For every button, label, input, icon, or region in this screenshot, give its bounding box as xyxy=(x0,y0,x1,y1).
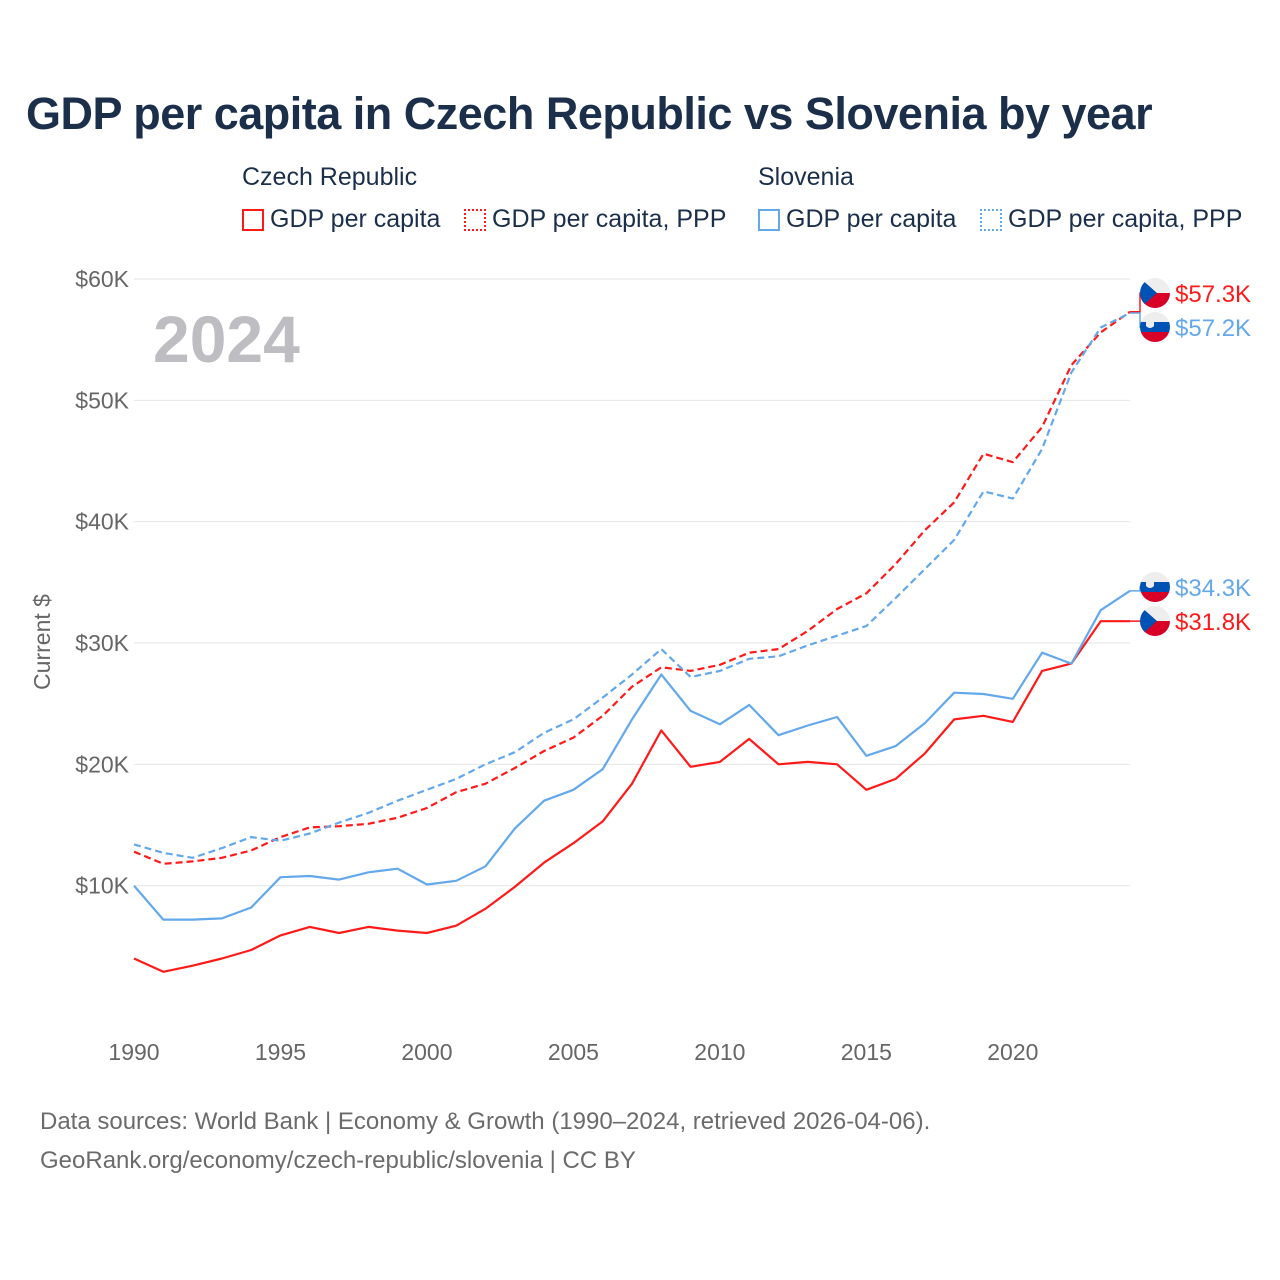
legend-label: GDP per capita xyxy=(786,205,957,233)
chart-title: GDP per capita in Czech Republic vs Slov… xyxy=(26,88,1153,139)
end-value-label: $34.3K xyxy=(1175,575,1251,602)
x-tick-label: 2015 xyxy=(841,1039,892,1065)
flag-white xyxy=(1140,572,1170,582)
x-tick-label: 2000 xyxy=(401,1039,452,1065)
end-value-label: $31.8K xyxy=(1175,609,1251,636)
legend-group-slovenia: Slovenia xyxy=(758,163,854,191)
legend-label: GDP per capita, PPP xyxy=(1008,205,1243,233)
year-label: 2024 xyxy=(153,302,300,376)
y-tick-label: $40K xyxy=(75,509,129,535)
legend-swatch-icon xyxy=(242,208,264,231)
x-tick-label: 2005 xyxy=(548,1039,599,1065)
flag-red xyxy=(1140,332,1170,342)
flag-blue xyxy=(1140,582,1170,592)
x-tick-label: 2010 xyxy=(694,1039,745,1065)
y-tick-label: $30K xyxy=(75,630,129,656)
y-tick-label: $10K xyxy=(75,873,129,899)
flag-white xyxy=(1140,312,1170,322)
flag xyxy=(1140,606,1170,636)
series-line xyxy=(133,310,1131,865)
legend-swatch-icon xyxy=(758,208,780,231)
flag-shield xyxy=(1146,580,1154,588)
flag-shield xyxy=(1146,320,1154,328)
x-tick-label: 1990 xyxy=(108,1039,159,1065)
x-tick-label: 1995 xyxy=(255,1039,306,1065)
legend-label: GDP per capita, PPP xyxy=(492,205,727,233)
legend-item-slovenia-gdp[interactable]: GDP per capita xyxy=(758,205,956,234)
flag xyxy=(1140,572,1170,602)
flag-red xyxy=(1140,592,1170,602)
legend-swatch-icon xyxy=(980,208,1002,231)
y-axis-label: Current $ xyxy=(29,594,55,690)
legend-item-czech-gdp[interactable]: GDP per capita xyxy=(242,205,440,234)
flag-blue xyxy=(1140,278,1157,308)
y-tick-label: $50K xyxy=(75,387,129,413)
series-line xyxy=(133,620,1130,973)
flag-blue xyxy=(1140,322,1170,332)
y-tick-label: $20K xyxy=(75,751,129,777)
slovenia-flag-icon xyxy=(1140,572,1170,602)
legend-label: GDP per capita xyxy=(270,205,441,233)
czech-flag-icon xyxy=(1140,606,1170,636)
legend-swatch-icon xyxy=(464,208,486,231)
legend-group-czech: Czech Republic xyxy=(242,163,418,191)
end-value-label: $57.3K xyxy=(1175,281,1251,308)
czech-flag-icon xyxy=(1140,278,1170,308)
y-tick-label: $60K xyxy=(75,266,129,292)
footer-sources: Data sources: World Bank | Economy & Gro… xyxy=(40,1108,931,1135)
flag-blue xyxy=(1140,606,1157,636)
legend-item-slovenia-ppp[interactable]: GDP per capita, PPP xyxy=(980,205,1242,234)
flag xyxy=(1140,312,1170,342)
series-line xyxy=(133,312,1131,859)
series-line xyxy=(133,589,1131,921)
legend-item-czech-ppp[interactable]: GDP per capita, PPP xyxy=(464,205,726,234)
flag xyxy=(1140,278,1170,308)
x-tick-label: 2020 xyxy=(987,1039,1038,1065)
footer-link[interactable]: GeoRank.org/economy/czech-republic/slove… xyxy=(40,1147,636,1174)
slovenia-flag-icon xyxy=(1140,312,1170,342)
end-value-label: $57.2K xyxy=(1175,315,1251,342)
